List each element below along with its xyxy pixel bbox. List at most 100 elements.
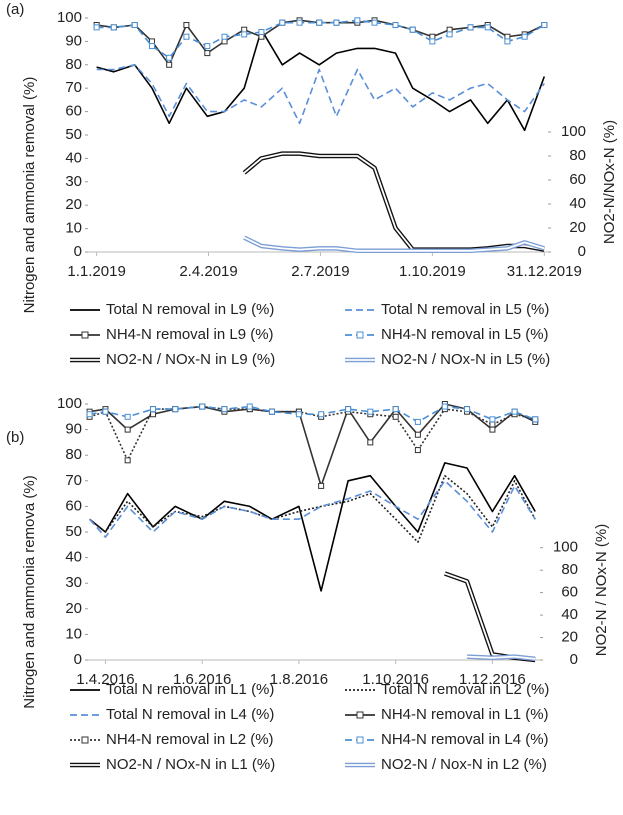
y-tick-label: 100 bbox=[57, 9, 82, 26]
legend-item: Total N removal in L5 (%) bbox=[345, 301, 549, 318]
point-marker bbox=[429, 38, 436, 45]
point-marker bbox=[318, 411, 325, 418]
legend-marker bbox=[81, 331, 89, 339]
y-tick-label: 30 bbox=[65, 173, 82, 190]
y-tick-label: 10 bbox=[65, 220, 82, 237]
legend-item: Total N removal in L1 (%) bbox=[70, 681, 274, 698]
series-line bbox=[89, 474, 536, 543]
legend-label: NH4-N removal in L9 (%) bbox=[106, 326, 274, 343]
series-line bbox=[89, 405, 536, 423]
series-line bbox=[243, 152, 545, 251]
series-line bbox=[96, 64, 545, 125]
legend-item: NO2-N / NOx-N in L9 (%) bbox=[70, 351, 275, 368]
point-marker bbox=[441, 403, 448, 410]
point-marker bbox=[367, 408, 374, 415]
y-tick-label: 30 bbox=[65, 574, 82, 591]
legend-label: Total N removal in L9 (%) bbox=[106, 301, 274, 318]
point-marker bbox=[204, 50, 211, 57]
point-marker bbox=[414, 431, 421, 438]
y2-axis-title: NO2-N/NOx-N (%) bbox=[601, 120, 618, 244]
y-axis-title: Nitrogen and ammonia remova (%) bbox=[21, 475, 38, 708]
point-marker bbox=[148, 43, 155, 50]
point-marker bbox=[489, 416, 496, 423]
legend-item: NO2-N / NOx-N in L1 (%) bbox=[70, 756, 275, 773]
point-marker bbox=[268, 408, 275, 415]
x-tick-label: 31.12.2019 bbox=[507, 263, 582, 280]
point-marker bbox=[241, 31, 248, 38]
y-tick-label: 20 bbox=[65, 196, 82, 213]
y-tick-label: 40 bbox=[65, 549, 82, 566]
point-marker bbox=[124, 426, 131, 433]
point-marker bbox=[172, 406, 179, 413]
point-marker bbox=[166, 54, 173, 61]
legend-item: NO2-N / Nox-N in L2 (%) bbox=[345, 756, 547, 773]
legend-label: NO2-N / Nox-N in L2 (%) bbox=[381, 756, 547, 773]
y-tick-label: 70 bbox=[65, 472, 82, 489]
x-tick-label: 1.12.2016 bbox=[459, 671, 526, 688]
y-tick-label: 60 bbox=[65, 497, 82, 514]
y2-tick-label: 60 bbox=[561, 584, 578, 601]
point-marker bbox=[504, 38, 511, 45]
x-tick-label: 1.1.2019 bbox=[67, 263, 125, 280]
legend-label: NH4-N removal in L1 (%) bbox=[381, 706, 549, 723]
y2-tick-label: 20 bbox=[561, 629, 578, 646]
legend-item: Total N removal in L2 (%) bbox=[345, 681, 549, 698]
legend-label: NO2-N / NOx-N in L9 (%) bbox=[106, 351, 275, 368]
point-marker bbox=[199, 403, 206, 410]
point-marker bbox=[464, 406, 471, 413]
panel-label: (b) bbox=[6, 429, 24, 446]
legend-item: NH4-N removal in L1 (%) bbox=[345, 706, 549, 723]
point-marker bbox=[489, 426, 496, 433]
y-tick-label: 50 bbox=[65, 523, 82, 540]
y2-tick-label: 100 bbox=[553, 539, 578, 556]
legend-label: NH4-N removal in L2 (%) bbox=[106, 731, 274, 748]
legend-item: NH4-N removal in L5 (%) bbox=[345, 326, 549, 343]
y2-tick-label: 40 bbox=[569, 195, 586, 212]
point-marker bbox=[131, 22, 138, 29]
y2-tick-label: 80 bbox=[569, 147, 586, 164]
point-marker bbox=[110, 24, 117, 31]
point-marker bbox=[541, 22, 548, 29]
point-marker bbox=[296, 19, 303, 26]
y2-tick-label: 40 bbox=[561, 606, 578, 623]
panel-label: (a) bbox=[6, 1, 24, 18]
legend-label: Total N removal in L5 (%) bbox=[381, 301, 549, 318]
legend-item: NO2-N / NOx-N in L5 (%) bbox=[345, 351, 550, 368]
y-tick-label: 90 bbox=[65, 421, 82, 438]
y-tick-label: 50 bbox=[65, 126, 82, 143]
x-tick-label: 1.10.2016 bbox=[362, 671, 429, 688]
series-line bbox=[96, 28, 546, 132]
legend-item: Total N removal in L9 (%) bbox=[70, 301, 274, 318]
point-marker bbox=[367, 439, 374, 446]
y2-axis-title: NO2-N / NOx-N (%) bbox=[593, 524, 610, 657]
x-tick-label: 2.7.2019 bbox=[291, 263, 349, 280]
point-marker bbox=[221, 33, 228, 40]
legend-label: Total N removal in L4 (%) bbox=[106, 706, 274, 723]
point-marker bbox=[414, 447, 421, 454]
x-tick-label: 1.8.2016 bbox=[270, 671, 328, 688]
point-marker bbox=[333, 19, 340, 26]
point-marker bbox=[345, 406, 352, 413]
y-tick-label: 10 bbox=[65, 625, 82, 642]
point-marker bbox=[124, 457, 131, 464]
y-tick-label: 40 bbox=[65, 149, 82, 166]
legend-item: NH4-N removal in L2 (%) bbox=[70, 731, 274, 748]
point-marker bbox=[221, 406, 228, 413]
point-marker bbox=[511, 408, 518, 415]
y2-tick-label: 20 bbox=[569, 219, 586, 236]
series-line bbox=[466, 655, 536, 660]
x-tick-label: 1.6.2016 bbox=[173, 671, 231, 688]
point-marker bbox=[532, 416, 539, 423]
series-line bbox=[444, 572, 536, 661]
point-marker bbox=[446, 31, 453, 38]
legend-item: NH4-N removal in L4 (%) bbox=[345, 731, 549, 748]
series-line bbox=[89, 480, 536, 538]
legend-label: NO2-N / NOx-N in L5 (%) bbox=[381, 351, 550, 368]
y2-tick-label: 100 bbox=[561, 123, 586, 140]
point-marker bbox=[521, 33, 528, 40]
x-tick-label: 1.4.2016 bbox=[76, 671, 134, 688]
series-line bbox=[243, 236, 545, 252]
point-marker bbox=[166, 61, 173, 68]
series-line bbox=[96, 19, 545, 66]
